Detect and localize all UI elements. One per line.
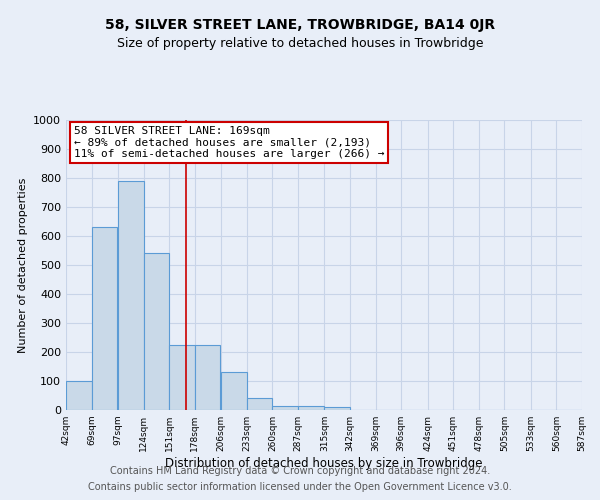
Text: 58, SILVER STREET LANE, TROWBRIDGE, BA14 0JR: 58, SILVER STREET LANE, TROWBRIDGE, BA14…	[105, 18, 495, 32]
Bar	[66, 381, 92, 410]
Bar	[325, 407, 350, 410]
Bar	[118, 181, 143, 410]
Text: Contains HM Land Registry data © Crown copyright and database right 2024.: Contains HM Land Registry data © Crown c…	[110, 466, 490, 476]
Bar	[169, 345, 195, 410]
Y-axis label: Number of detached properties: Number of detached properties	[17, 178, 28, 352]
X-axis label: Distribution of detached houses by size in Trowbridge: Distribution of detached houses by size …	[165, 457, 483, 470]
Bar	[195, 345, 220, 410]
Bar	[221, 372, 247, 410]
Bar	[272, 406, 298, 410]
Bar	[143, 254, 169, 410]
Text: 58 SILVER STREET LANE: 169sqm
← 89% of detached houses are smaller (2,193)
11% o: 58 SILVER STREET LANE: 169sqm ← 89% of d…	[74, 126, 384, 159]
Bar	[298, 406, 323, 410]
Bar	[247, 398, 272, 410]
Text: Size of property relative to detached houses in Trowbridge: Size of property relative to detached ho…	[117, 38, 483, 51]
Text: Contains public sector information licensed under the Open Government Licence v3: Contains public sector information licen…	[88, 482, 512, 492]
Bar	[92, 228, 117, 410]
